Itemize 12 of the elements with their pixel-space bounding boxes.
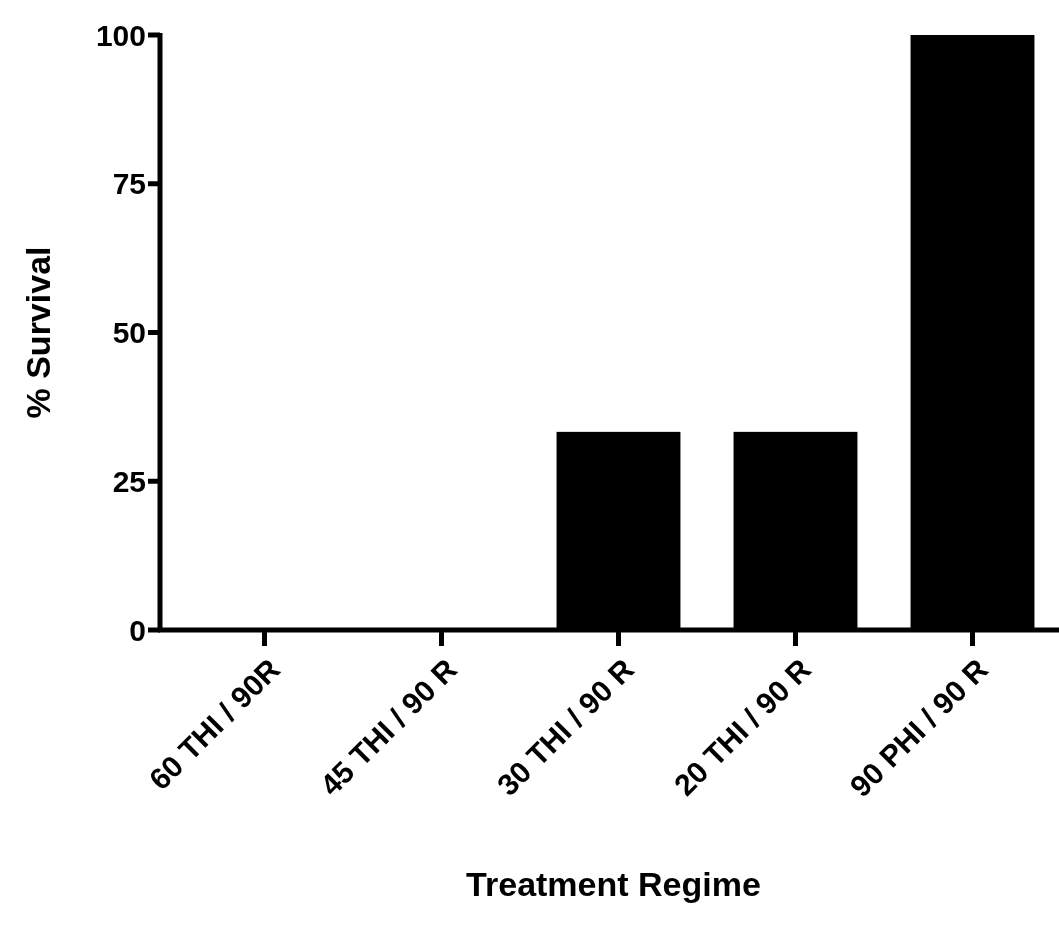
x-tick-label: 60 THI / 90R bbox=[142, 652, 287, 796]
y-tick-label: 25 bbox=[112, 464, 146, 498]
y-tick-label: 0 bbox=[129, 613, 146, 647]
x-tick-label: 20 THI / 90 R bbox=[667, 652, 818, 802]
y-tick-label: 50 bbox=[112, 316, 146, 349]
x-tick-label: 90 PHI / 90 R bbox=[843, 652, 995, 804]
y-axis-title: % Survival bbox=[19, 246, 57, 419]
x-tick-label: 30 THI / 90 R bbox=[490, 652, 641, 802]
x-tick-label: 45 THI / 90 R bbox=[313, 652, 464, 802]
y-tick-label: 75 bbox=[112, 167, 146, 201]
x-axis-title: Treatment Regime bbox=[466, 865, 761, 903]
y-tick-label: 100 bbox=[95, 18, 146, 52]
